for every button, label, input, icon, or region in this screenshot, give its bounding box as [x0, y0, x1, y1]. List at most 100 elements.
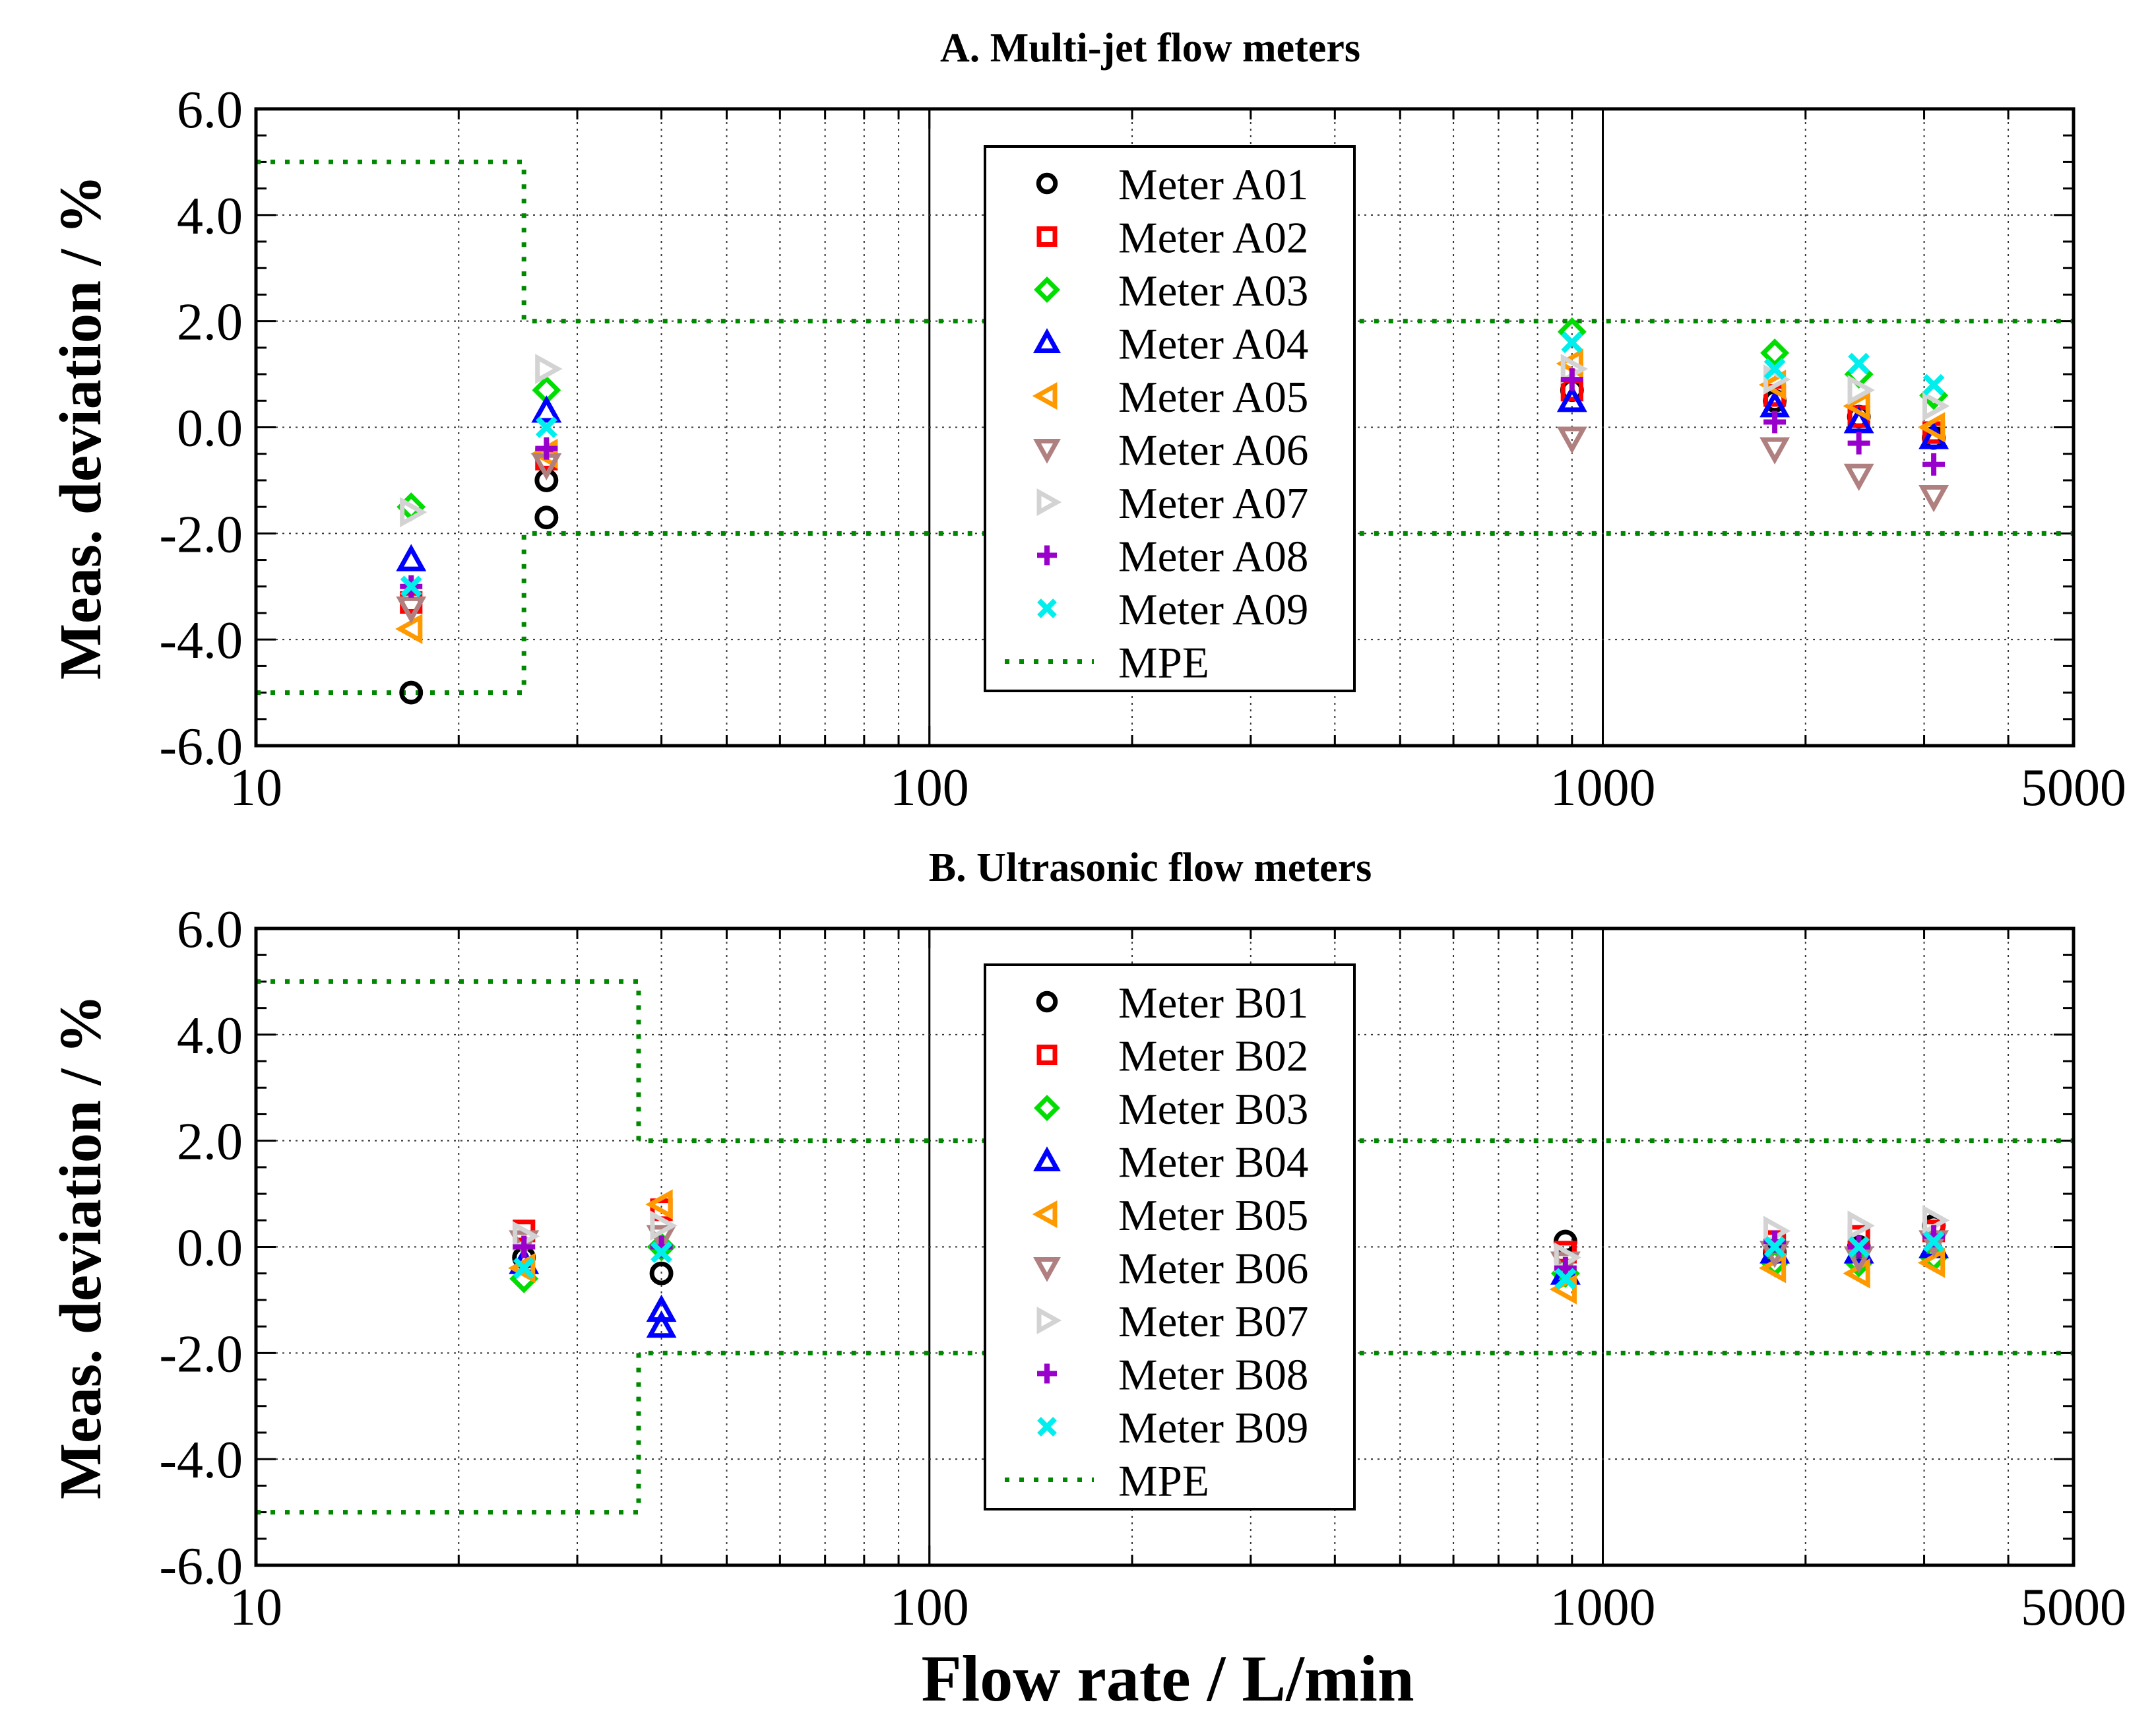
data-point: [645, 1189, 673, 1220]
data-point: [1760, 338, 1790, 368]
data-point: [1922, 1231, 1945, 1252]
legend-label: MPE: [1118, 639, 1209, 688]
series-meter-b09: [513, 1231, 1945, 1290]
data-point: [534, 505, 559, 530]
legend-item: Meter B08: [1037, 1351, 1308, 1400]
y-tick-label: -4.0: [159, 1431, 243, 1489]
data-point: [1843, 391, 1870, 422]
legend-label: Meter B03: [1118, 1085, 1308, 1134]
x-axis-label: Flow rate / L/min: [921, 1642, 1414, 1715]
data-point: [399, 680, 424, 705]
legend-item: Meter B02: [1036, 1032, 1308, 1081]
data-point: [507, 1252, 536, 1283]
data-point: [1847, 375, 1875, 406]
legend-marker: [1034, 276, 1060, 303]
legend-label: Meter A05: [1118, 373, 1308, 422]
legend-item: Meter A06: [1033, 426, 1308, 475]
data-point: [1556, 385, 1587, 412]
legend-marker: [1036, 990, 1058, 1013]
y-tick-label: -2.0: [159, 505, 243, 564]
legend-marker: [1032, 1200, 1058, 1228]
legend-item: Meter A02: [1036, 214, 1308, 263]
legend-item: Meter B06: [1033, 1245, 1308, 1293]
ticks: [255, 108, 2075, 747]
plot-frame: [254, 107, 2076, 748]
legend-item: Meter B04: [1033, 1138, 1308, 1187]
legend-label: Meter A02: [1118, 214, 1308, 263]
y-tick-label: -2.0: [159, 1325, 243, 1383]
legend-label: Meter B07: [1118, 1297, 1308, 1346]
y-tick-label: 0.0: [177, 1219, 243, 1278]
panel-a-multi-jet: A. Multi-jet flow meters 6.0 4.0 2.0 0.0 -2.0…: [48, 26, 2126, 817]
legend-marker: [1033, 439, 1061, 464]
y-axis-label: Meas. deviation / %: [48, 175, 113, 680]
legend-item: Meter B03: [1034, 1085, 1308, 1134]
mpe-line: [256, 159, 2074, 696]
data-point: [1763, 358, 1786, 380]
data-point: [1917, 1247, 1946, 1278]
y-tick-label: 6.0: [177, 81, 243, 139]
y-tick-label: 2.0: [177, 1113, 243, 1171]
legend-marker: [1036, 226, 1058, 247]
data-point: [1549, 1274, 1577, 1305]
data-point: [535, 416, 557, 438]
mpe-line: [256, 979, 2074, 1515]
legend-marker: [1033, 328, 1061, 353]
legend-label: Meter A09: [1118, 585, 1308, 634]
data-point: [1848, 352, 1870, 375]
x-tick-label: 5000: [2021, 759, 2126, 817]
legend-marker: [1037, 599, 1057, 618]
data-point: [646, 1310, 677, 1338]
data-point: [650, 1241, 672, 1263]
y-axis-label: Meas. deviation / %: [48, 994, 113, 1499]
legend-box: [984, 145, 1356, 692]
data-point: [1847, 1210, 1875, 1241]
series-meter-a07: [400, 354, 1950, 528]
legend-label: Meter B02: [1118, 1032, 1308, 1081]
legend-item: Meter A01: [1036, 160, 1308, 209]
data-point: [1922, 453, 1946, 476]
y-tick-label: 6.0: [177, 901, 243, 959]
x-tick-label: 100: [890, 1578, 969, 1637]
x-tick-label: 1000: [1550, 759, 1656, 817]
legend-item: Meter B09: [1037, 1404, 1308, 1452]
legend-marker: [1032, 382, 1058, 410]
data-point: [1918, 484, 1950, 513]
data-point: [1561, 331, 1583, 354]
data-points: [395, 317, 1950, 705]
legend-label: Meter B09: [1118, 1404, 1308, 1452]
data-point: [1843, 406, 1874, 434]
data-point: [1763, 410, 1787, 434]
legend-marker: [1033, 1146, 1061, 1171]
legend-label: Meter B08: [1118, 1351, 1308, 1400]
data-point: [1556, 426, 1587, 454]
legend-marker: [1037, 1363, 1057, 1384]
y-tick-label: -6.0: [159, 1538, 243, 1596]
legend-label: Meter A03: [1118, 267, 1308, 315]
legend-label: MPE: [1118, 1457, 1209, 1506]
legend-item: Meter B01: [1036, 979, 1308, 1027]
panel-b-ultrasonic: B. Ultrasonic flow meters 6.0 4.0 2.0 0.0 -2.…: [48, 845, 2126, 1637]
legend-marker: [1036, 1307, 1062, 1334]
data-point: [535, 437, 558, 460]
legend-item: Meter B05: [1032, 1191, 1308, 1240]
x-tick-label: 10: [230, 1578, 282, 1637]
legend-label: Meter A01: [1118, 160, 1308, 209]
legend-label: Meter B04: [1118, 1138, 1308, 1187]
legend-item: Meter A03: [1034, 267, 1308, 315]
data-point: [395, 614, 423, 645]
chart-title: A. Multi-jet flow meters: [940, 26, 1360, 71]
legend-label: Meter B01: [1118, 979, 1308, 1027]
data-point: [400, 497, 428, 528]
data-point: [513, 1257, 535, 1280]
data-point: [1760, 437, 1791, 465]
data-point: [1922, 391, 1950, 422]
data-point: [1758, 370, 1787, 401]
legend-marker: [1033, 1257, 1061, 1282]
legend-label: Meter A07: [1118, 479, 1308, 528]
x-tick-label: 1000: [1550, 1578, 1656, 1637]
y-tick-labels: 6.0 4.0 2.0 0.0 -2.0 -4.0 -6.0: [159, 81, 243, 776]
legend-box: [984, 963, 1356, 1510]
